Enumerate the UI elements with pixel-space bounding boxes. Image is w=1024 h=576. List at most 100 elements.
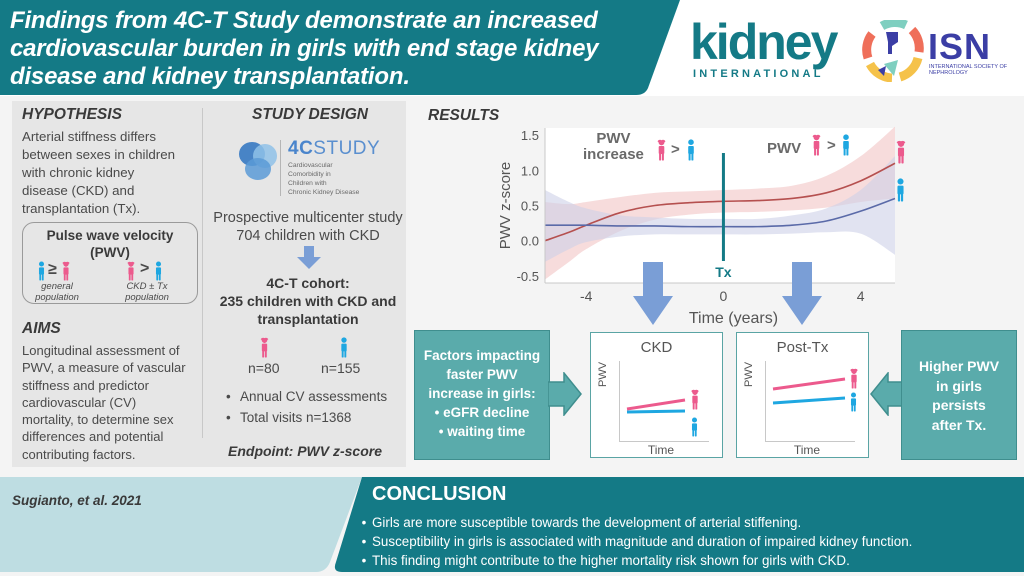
hypothesis-line: Arterial stiffness differs	[22, 129, 157, 144]
bullet-text: Total visits n=1368	[240, 410, 352, 425]
logo-sub-line: Comorbidity in	[288, 171, 331, 178]
tx-marker-label: Tx	[715, 264, 732, 280]
persist-line: after Tx.	[931, 416, 987, 433]
aims-line: PWV, a measure of vascular	[22, 360, 186, 376]
logo-sub-line: Children with	[288, 180, 327, 187]
citation: Sugianto, et al. 2021	[12, 493, 142, 508]
factors-line: • eGFR decline	[434, 405, 530, 420]
ckd-boys-line	[626, 409, 686, 414]
girl-icon	[126, 261, 136, 281]
label-line: population	[125, 292, 169, 303]
x-tick-label: 4	[857, 288, 865, 304]
confidence-band-girls	[545, 126, 895, 280]
factors-line: increase in girls:	[428, 386, 536, 401]
aims-line: cardiovascular (CV)	[22, 394, 137, 410]
conclusion-list: Girls are more susceptible towards the d…	[356, 513, 912, 570]
ckd-panel: CKD PWV Time	[590, 332, 723, 458]
conclusion-item: Susceptibility in girls is associated wi…	[356, 532, 912, 551]
label-line: CKD ± Tx	[126, 281, 168, 292]
y-tick-label: 1.0	[521, 163, 539, 178]
title-banner	[0, 0, 680, 95]
pwv-title-line2: (PWV)	[90, 245, 130, 260]
logo-sub-line: Cardiovascular	[288, 162, 333, 169]
hypothesis-text: Arterial stiffness differs between sexes…	[22, 128, 175, 218]
study-line: Prospective multicenter study	[213, 210, 403, 226]
pwv-increase-annotation: PWV increase	[583, 131, 644, 163]
endpoint-label: Endpoint: PWV z-score	[228, 443, 382, 459]
ckd-mini-lines	[626, 389, 699, 437]
study-bullet: • Annual CV assessments	[226, 389, 388, 404]
aims-line: mortality, to determine sex	[22, 412, 174, 428]
annotation-line: increase	[583, 146, 644, 163]
gte-symbol: ≥	[48, 261, 57, 278]
pwv-annotation: PWV	[767, 140, 802, 157]
4c-logo-sub: Cardiovascular Comorbidity in Children w…	[288, 161, 359, 197]
ckd-x-axis	[619, 441, 709, 442]
page-title: Findings from 4C-T Study demonstrate an …	[10, 7, 599, 90]
4c-logo-bold: 4C	[288, 138, 314, 159]
label-line: population	[35, 292, 79, 303]
hypothesis-study-panel	[12, 101, 406, 467]
pwv-box: Pulse wave velocity (PWV) ≥ general popu…	[22, 222, 198, 304]
girl-icon	[811, 134, 822, 156]
persist-box: Higher PWV in girls persists after Tx.	[901, 330, 1017, 460]
right-arrow-icon	[548, 372, 582, 416]
kidney-logo-word: kidney	[690, 14, 838, 70]
cohort-description: 4C-T cohort: 235 children with CKD and t…	[208, 274, 408, 328]
y-tick-label: 0.5	[521, 199, 539, 214]
hypothesis-line: with chronic kidney	[22, 165, 135, 180]
boy-icon	[841, 134, 851, 156]
ckd-panel-title: CKD	[640, 339, 673, 356]
hypothesis-heading: HYPOTHESIS	[22, 106, 122, 123]
girl-icon	[61, 261, 71, 281]
factors-line: • waiting time	[438, 424, 526, 439]
isn-logo: ISN INTERNATIONAL SOCIETY OF NEPHROLOGY	[862, 20, 1022, 82]
girl-icon	[259, 337, 270, 358]
persist-line: persists	[932, 397, 986, 413]
factors-line: faster PWV	[446, 367, 518, 382]
conclusion-item: This finding might contribute to the hig…	[356, 551, 912, 570]
gt-symbol: >	[827, 137, 836, 154]
bullet-text: Annual CV assessments	[240, 389, 388, 404]
boys-count: n=155	[321, 360, 361, 376]
hypothesis-line: transplantation (Tx).	[22, 201, 141, 216]
left-arrow-icon	[870, 372, 904, 416]
boy-icon	[37, 261, 46, 281]
y-tick-label: 1.5	[521, 128, 539, 143]
isn-globe-icon	[862, 20, 924, 82]
ckd-girls-line	[626, 398, 686, 411]
kidney-international-logo: kidney INTERNATIONAL	[690, 16, 850, 82]
4c-study-logo: 4CSTUDY Cardiovascular Comorbidity in Ch…	[238, 138, 380, 198]
boy-icon	[686, 139, 696, 161]
pwv-title-line1: Pulse wave velocity	[46, 228, 174, 243]
series-line-boys	[544, 197, 896, 228]
ckd-xlabel: Time	[647, 443, 675, 457]
ckd-down-arrow-icon	[633, 262, 673, 325]
girls-series-icon	[895, 140, 907, 164]
x-axis-label: Time (years)	[689, 310, 778, 327]
x-tick-label: -4	[580, 288, 593, 304]
aims-text: Longitudinal assessment of PWV, a measur…	[22, 342, 186, 463]
study-bullet: • Total visits n=1368	[226, 410, 352, 425]
aims-line: Longitudinal assessment of	[22, 343, 180, 358]
posttx-panel-title: Post-Tx	[776, 339, 829, 356]
boy-icon	[154, 261, 163, 281]
logo-sub-line: Chronic Kidney Disease	[288, 189, 360, 196]
aims-heading: AIMS	[22, 320, 61, 337]
aims-line: differences and potential	[22, 429, 164, 445]
cohort-line: transplantation	[257, 311, 359, 327]
hypothesis-line: between sexes in children	[22, 147, 176, 162]
gt-symbol: >	[671, 141, 680, 158]
persist-line: in girls	[936, 377, 982, 394]
isn-logo-word: ISN	[928, 26, 992, 67]
confidence-band-boys	[545, 156, 895, 262]
4c-logo-icon	[239, 142, 277, 180]
y-axis-label: PWV z-score	[497, 162, 514, 250]
pwv-box-title: Pulse wave velocity (PWV)	[23, 227, 197, 261]
logo-divider	[280, 140, 281, 196]
general-population-label: general population	[25, 281, 89, 303]
boys-series-icon	[895, 178, 906, 202]
posttx-x-axis	[765, 441, 855, 442]
annotation-line: PWV	[596, 130, 631, 147]
posttx-down-arrow-icon	[782, 262, 822, 325]
